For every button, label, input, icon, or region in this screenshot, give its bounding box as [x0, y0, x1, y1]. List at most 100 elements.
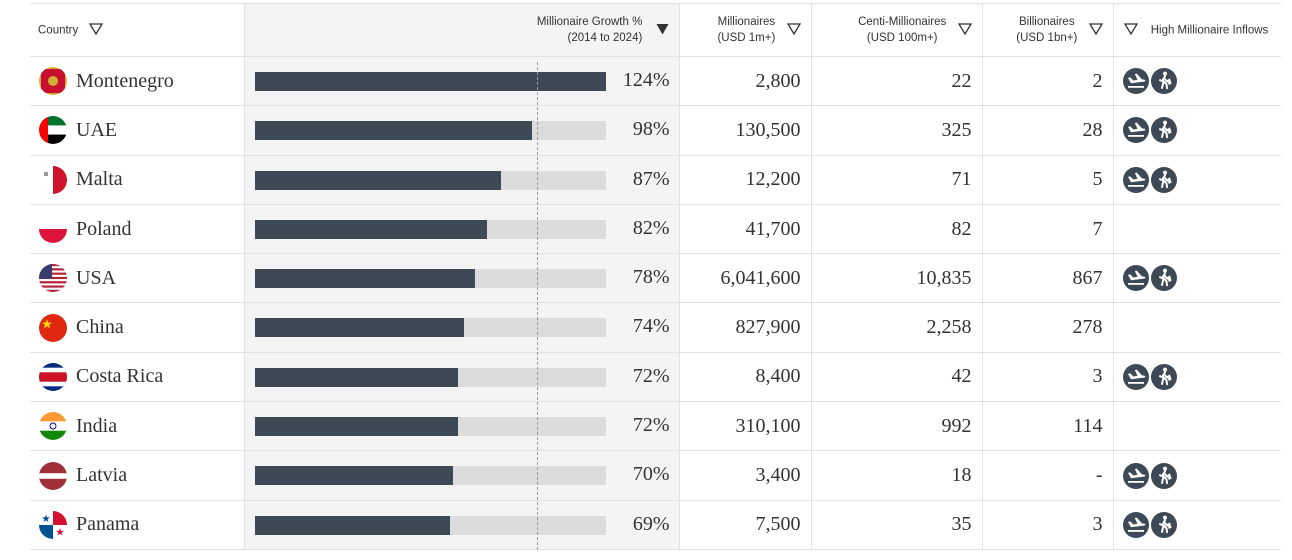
table-row[interactable]: Panama 69% 7,500 35 3: [30, 500, 1281, 550]
growth-bar-track: [254, 318, 606, 338]
growth-cell: 69%: [243, 500, 679, 550]
walking-person-icon: [1150, 166, 1177, 193]
plane-landing-icon: [1122, 166, 1149, 193]
centi-millionaires-value: 992: [810, 401, 982, 451]
millionaires-value: 6,041,600: [678, 253, 811, 303]
growth-column-header[interactable]: Millionaire Growth % (2014 to 2024): [243, 3, 679, 57]
walking-person-icon: [1150, 68, 1177, 95]
billionaires-column-header[interactable]: Billionaires (USD 1bn+): [981, 3, 1113, 57]
table-row[interactable]: Malta 87% 12,200 71 5: [30, 155, 1281, 205]
filter-icon[interactable]: [1123, 22, 1138, 38]
filter-icon[interactable]: [957, 22, 972, 38]
country-name: India: [76, 414, 118, 437]
growth-bar-track: [254, 466, 606, 486]
growth-bar: [254, 367, 459, 387]
country-cell: Poland: [30, 204, 244, 253]
billionaires-value: 3: [981, 352, 1113, 402]
filter-icon[interactable]: [89, 22, 104, 38]
billionaires-value: 867: [981, 253, 1113, 303]
growth-cell: 78%: [243, 253, 679, 303]
growth-bar: [254, 466, 453, 486]
centi-header-line1: Centi-Millionaires: [858, 16, 947, 28]
country-name: Panama: [76, 513, 140, 536]
growth-cell: 72%: [243, 352, 679, 402]
table-row[interactable]: Poland 82% 41,700 82 7: [30, 204, 1281, 254]
centi-millionaires-value: 18: [810, 450, 982, 501]
plane-landing-icon: [1122, 117, 1149, 144]
growth-bar: [254, 72, 606, 91]
country-name: China: [76, 316, 124, 339]
billionaires-value: 28: [981, 105, 1113, 156]
growth-cell: 70%: [243, 450, 679, 501]
growth-cell: 74%: [243, 302, 679, 353]
table-header-row: Country Millionaire Growth % (2014 to 20…: [30, 3, 1281, 57]
billionaires-value: 2: [981, 56, 1113, 106]
country-header-label: Country: [38, 24, 79, 37]
table-row[interactable]: USA 78% 6,041,600 10,835 867: [30, 253, 1281, 303]
millionaires-value: 827,900: [678, 302, 811, 353]
growth-cell: 82%: [243, 204, 679, 254]
growth-reference-line: [537, 62, 538, 550]
plane-landing-icon: [1122, 265, 1149, 292]
billionaires-value: 3: [981, 500, 1113, 550]
sort-desc-icon[interactable]: [656, 23, 669, 38]
table-row[interactable]: UAE 98% 130,500 325 28: [30, 105, 1281, 156]
table-row[interactable]: Montenegro 124% 2,800 22 2: [30, 56, 1281, 106]
centi-millionaires-value: 42: [810, 352, 982, 402]
usa-flag-icon: [39, 264, 67, 293]
plane-landing-icon: [1122, 68, 1149, 95]
growth-bar-track: [254, 170, 606, 190]
country-cell: Montenegro: [30, 57, 244, 106]
growth-bar-track: [254, 367, 606, 387]
centi-header-line2: (USD 100m+): [866, 32, 938, 44]
plane-landing-icon: [1122, 363, 1149, 390]
inflows-cell: [1112, 302, 1281, 353]
billionaires-header-line2: (USD 1bn+): [1016, 32, 1078, 44]
country-name: USA: [76, 266, 117, 289]
inflows-cell: [1112, 401, 1281, 451]
walking-person-icon: [1150, 363, 1177, 390]
filter-icon[interactable]: [1088, 22, 1103, 38]
growth-bar: [254, 417, 459, 437]
inflows-cell: [1112, 500, 1281, 550]
growth-bar: [254, 170, 501, 190]
growth-value: 69%: [632, 512, 670, 535]
table-row[interactable]: China 74% 827,900 2,258 278: [30, 302, 1281, 353]
costa-rica-flag-icon: [39, 362, 67, 391]
growth-cell: 72%: [243, 401, 679, 451]
millionaire-growth-table: Country Millionaire Growth % (2014 to 20…: [30, 3, 1281, 550]
inflows-cell: [1112, 253, 1281, 303]
country-name: Latvia: [76, 464, 128, 487]
country-cell: UAE: [30, 106, 244, 155]
growth-bar: [254, 269, 476, 289]
centi-millionaires-value: 10,835: [810, 253, 982, 303]
walking-person-icon: [1150, 265, 1177, 292]
growth-cell: 87%: [243, 155, 679, 205]
country-cell: Costa Rica: [30, 352, 244, 401]
centi-millionaires-value: 82: [810, 204, 982, 254]
country-name: Malta: [76, 168, 123, 191]
billionaires-header-line1: Billionaires: [1018, 16, 1075, 28]
centi-millionaires-value: 35: [810, 500, 982, 550]
centi-millionaires-value: 2,258: [810, 302, 982, 353]
filter-icon[interactable]: [786, 22, 801, 38]
table-row[interactable]: Latvia 70% 3,400 18 -: [30, 450, 1281, 501]
walking-person-icon: [1150, 511, 1177, 538]
growth-value: 70%: [632, 463, 670, 486]
table-row[interactable]: India 72% 310,100 992 114: [30, 401, 1281, 451]
country-cell: Panama: [30, 500, 244, 549]
inflows-column-header[interactable]: High Millionaire Inflows: [1112, 3, 1281, 57]
country-name: Montenegro: [76, 69, 174, 92]
country-column-header[interactable]: Country: [30, 3, 244, 57]
country-name: UAE: [76, 118, 118, 141]
india-flag-icon: [39, 412, 67, 441]
inflows-cell: [1112, 155, 1281, 205]
millionaires-value: 12,200: [678, 155, 811, 205]
millionaires-value: 41,700: [678, 204, 811, 254]
millionaires-value: 8,400: [678, 352, 811, 402]
centi-millionaires-column-header[interactable]: Centi-Millionaires (USD 100m+): [810, 3, 982, 57]
table-row[interactable]: Costa Rica 72% 8,400 42 3: [30, 352, 1281, 402]
millionaires-column-header[interactable]: Millionaires (USD 1m+): [678, 3, 811, 57]
country-cell: Latvia: [30, 451, 244, 500]
